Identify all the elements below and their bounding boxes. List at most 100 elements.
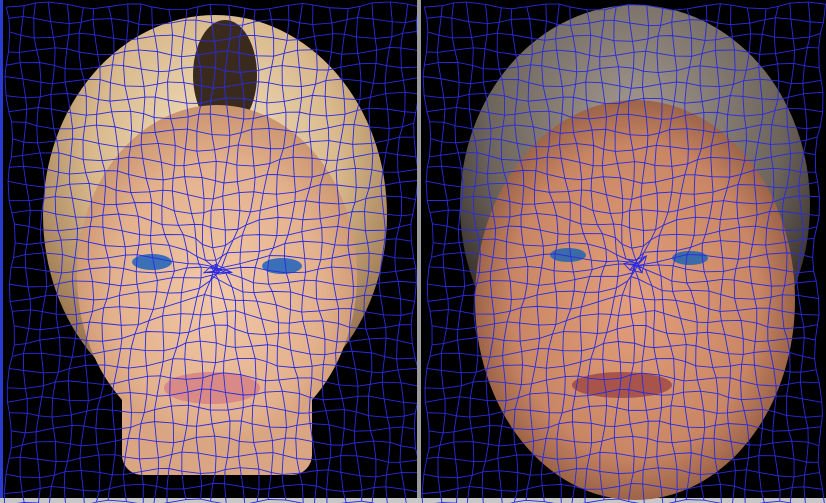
mesh-line: [684, 5, 708, 501]
right-face: [421, 1, 826, 503]
eye: [550, 248, 586, 262]
mesh-line: [429, 121, 821, 137]
mesh-line: [219, 8, 246, 503]
mesh-line: [429, 152, 816, 167]
mesh-line: [701, 3, 722, 503]
mesh-line: [410, 13, 417, 457]
mesh-line: [433, 238, 815, 261]
mesh-line: [427, 165, 816, 184]
eye: [132, 254, 172, 270]
lips: [572, 372, 672, 398]
mesh-line: [733, 7, 752, 503]
mesh-line: [424, 62, 820, 74]
mesh-line: [496, 7, 512, 503]
mesh-line: [796, 1, 811, 503]
mesh-line: [378, 1, 393, 503]
mesh-line: [426, 47, 819, 58]
mesh-line: [151, 6, 175, 503]
mesh-line: [266, 5, 290, 501]
mesh-line: [431, 252, 813, 274]
mesh-line: [428, 255, 814, 274]
mesh-line: [555, 4, 576, 503]
mesh-line: [451, 2, 466, 503]
mesh-line: [431, 310, 818, 331]
mesh-line: [92, 8, 111, 503]
mesh-line: [166, 9, 189, 503]
mesh-line: [428, 435, 820, 449]
left-face: [3, 1, 417, 503]
mesh-line: [347, 6, 363, 502]
mesh-line: [195, 6, 223, 499]
mesh-line: [540, 4, 559, 502]
mesh-line: [781, 3, 796, 503]
mesh-line: [718, 5, 736, 503]
mesh-line: [637, 8, 664, 503]
mesh-line: [3, 6, 16, 503]
mesh-line: [429, 294, 820, 316]
face: [77, 105, 357, 445]
mesh-line: [429, 341, 815, 360]
mesh-line: [437, 5, 449, 503]
mesh-line: [181, 9, 202, 500]
mesh-line: [33, 2, 48, 503]
mesh-line: [78, 7, 95, 503]
mesh-line: [426, 451, 819, 463]
mesh-line: [429, 420, 822, 434]
mesh-line: [422, 483, 823, 495]
mesh-line: [424, 91, 823, 105]
mesh-line: [765, 6, 781, 502]
mesh-line: [363, 2, 378, 503]
mesh-line: [426, 16, 824, 27]
mesh-line: [622, 5, 649, 503]
mesh-line: [252, 8, 275, 500]
eye: [262, 258, 302, 274]
mesh-line: [481, 4, 497, 503]
mesh-line: [331, 8, 349, 503]
mesh-line: [671, 8, 693, 500]
mesh-line: [430, 136, 818, 152]
mesh-line: [123, 3, 141, 502]
mesh-line: [569, 6, 593, 503]
mesh-line: [424, 1, 826, 11]
mesh-line: [239, 9, 260, 502]
mesh-line: [432, 223, 817, 249]
mesh-line: [283, 3, 304, 503]
mesh-line: [627, 4, 648, 502]
mesh-line: [599, 9, 620, 500]
mesh-line: [432, 325, 816, 346]
mesh-line: [209, 4, 234, 502]
mesh-line: [465, 1, 481, 503]
mesh-line: [421, 7, 434, 503]
mesh-line: [613, 6, 640, 500]
mesh-line: [525, 6, 545, 501]
panel-divider: [417, 0, 421, 503]
mesh-line: [656, 10, 678, 503]
mesh-line: [427, 195, 820, 214]
mesh: [421, 1, 826, 503]
mesh-line: [584, 9, 608, 503]
mesh-line: [749, 8, 767, 503]
mesh-line: [426, 358, 817, 374]
mesh-line: [315, 7, 334, 503]
mesh-line: [394, 3, 409, 503]
mesh-line: [424, 372, 820, 389]
mesh-line: [429, 209, 820, 231]
mesh-line: [425, 388, 822, 403]
face: [475, 100, 795, 500]
mesh-line: [427, 31, 821, 42]
lips: [164, 372, 260, 404]
bottom-border: [0, 498, 826, 503]
mesh-line: [63, 4, 78, 503]
mesh-line: [427, 405, 823, 418]
mesh-line: [301, 4, 318, 503]
mesh-line: [202, 5, 231, 503]
mesh-line: [435, 498, 793, 503]
mesh-line: [137, 3, 158, 503]
mesh-line: [47, 1, 63, 503]
mesh-line: [426, 106, 823, 120]
mesh: [3, 1, 417, 503]
mesh-line: [510, 8, 529, 503]
mesh-line: [423, 76, 822, 89]
